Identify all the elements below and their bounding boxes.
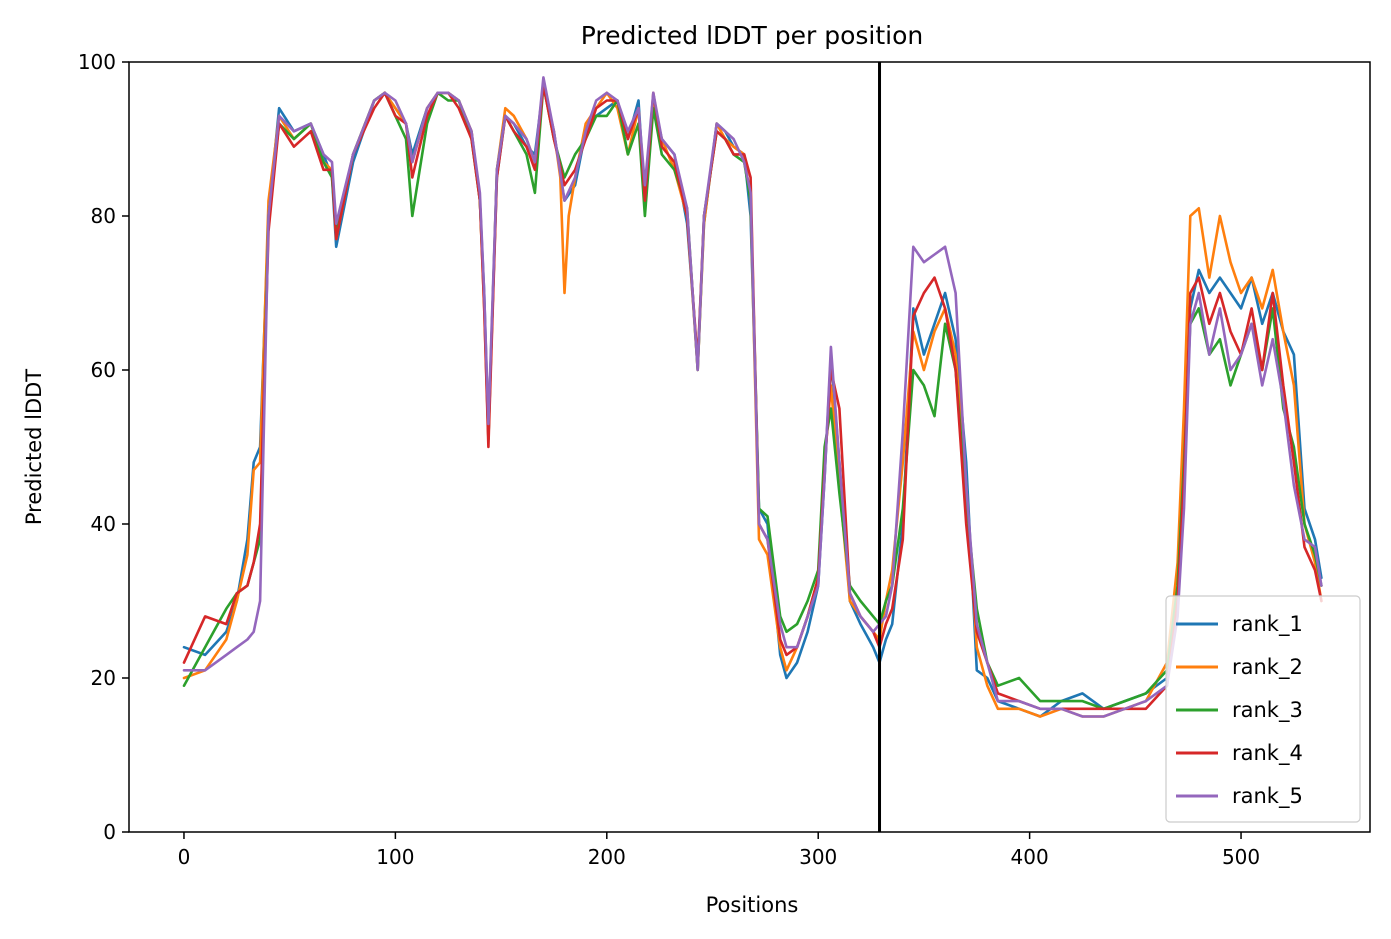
y-tick-label: 20: [91, 666, 116, 690]
legend-label-rank_2: rank_2: [1232, 655, 1303, 680]
legend-label-rank_5: rank_5: [1232, 784, 1303, 809]
x-tick-label: 400: [1011, 845, 1049, 869]
plot-lines: [182, 76, 1323, 718]
y-tick-label: 60: [91, 358, 116, 382]
legend-label-rank_4: rank_4: [1232, 741, 1303, 766]
chart-title: Predicted lDDT per position: [581, 21, 923, 50]
x-tick-label: 100: [376, 845, 414, 869]
series-line-rank_1: [182, 83, 1323, 718]
legend-label-rank_1: rank_1: [1232, 612, 1303, 637]
series-line-rank_3: [182, 83, 1323, 711]
y-tick-label: 100: [78, 50, 116, 74]
series-line-rank_2: [182, 83, 1323, 718]
y-axis: 0 20 40 60 80 100: [78, 50, 129, 844]
x-axis: 0 100 200 300 400 500: [178, 832, 1260, 869]
y-tick-label: 40: [91, 512, 116, 536]
series-line-rank_5: [182, 76, 1323, 718]
legend-box: [1165, 595, 1361, 823]
legend-label-rank_3: rank_3: [1232, 698, 1303, 723]
y-tick-label: 0: [103, 820, 116, 844]
plot-frame: [128, 61, 1371, 833]
x-tick-label: 300: [799, 845, 837, 869]
x-tick-label: 500: [1222, 845, 1260, 869]
y-tick-label: 80: [91, 204, 116, 228]
x-tick-label: 200: [588, 845, 626, 869]
y-axis-title: Predicted lDDT: [22, 369, 46, 525]
series-line-rank_4: [182, 83, 1323, 711]
x-axis-title: Positions: [706, 893, 799, 917]
x-tick-label: 0: [178, 845, 191, 869]
legend: rank_1 rank_2 rank_3 rank_4 rank_5: [1165, 595, 1361, 823]
